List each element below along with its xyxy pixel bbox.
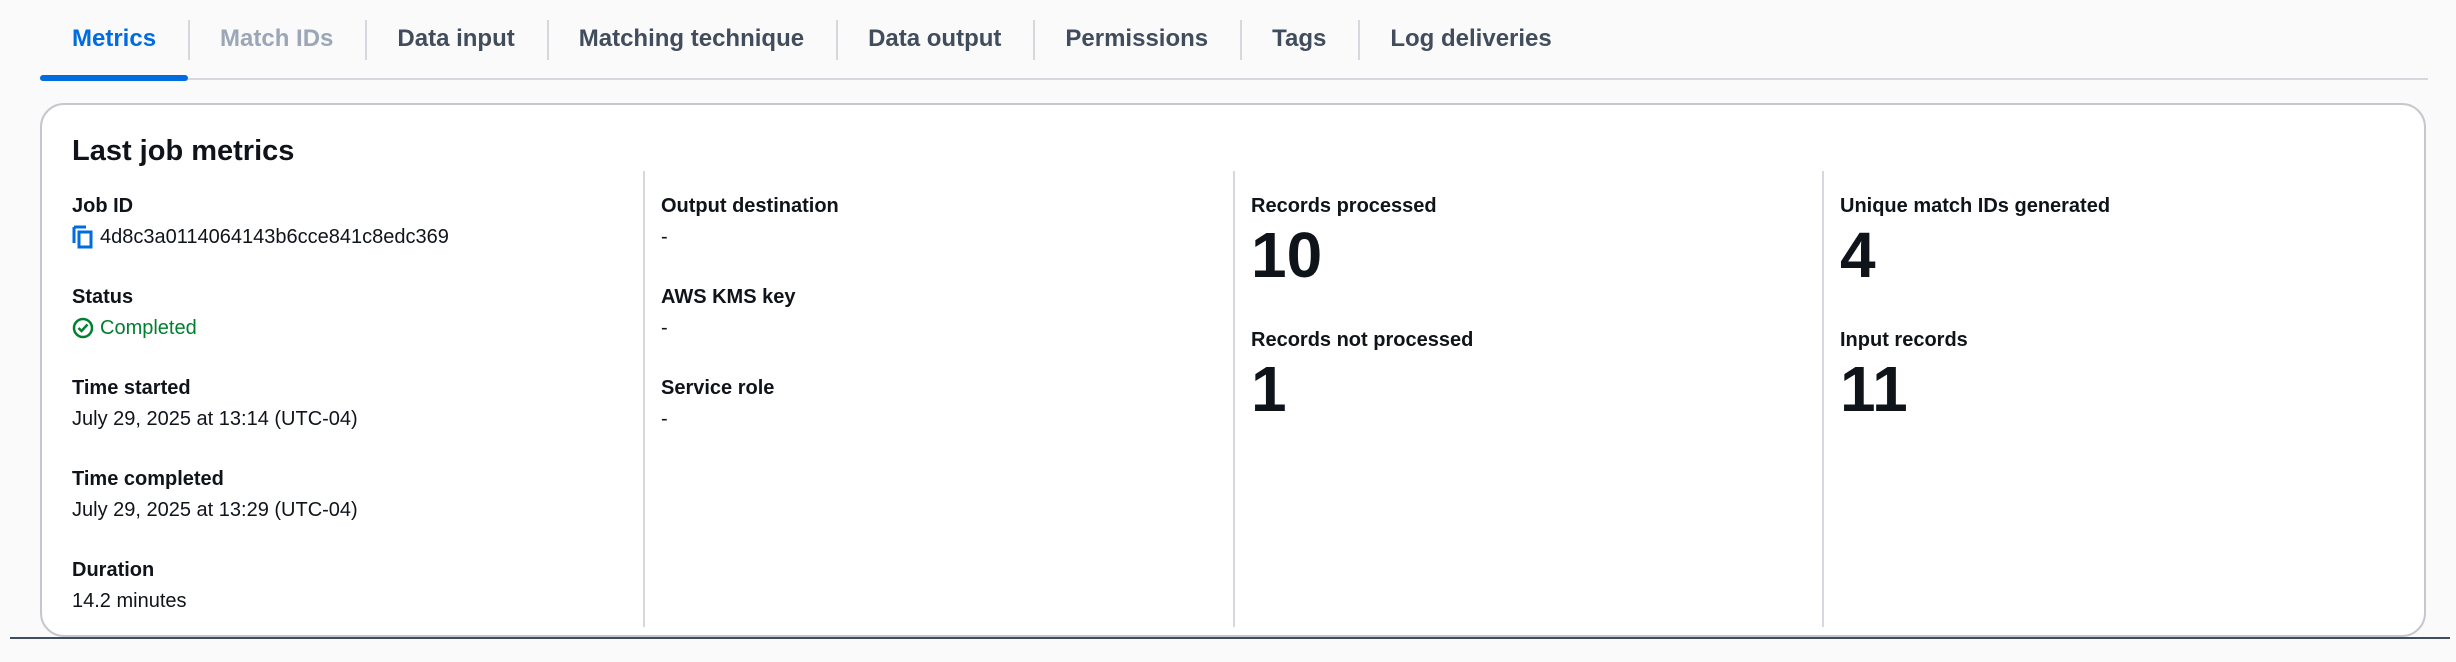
duration-label: Duration: [72, 559, 155, 581]
job-id-field: Job ID 4d8c3a0114064143b6cce841c8edc369: [72, 193, 449, 251]
status-value: Completed: [100, 317, 197, 339]
records-processed-value: 10: [1251, 219, 1323, 291]
output-destination-label: Output destination: [661, 195, 839, 217]
time-started-field: Time started July 29, 2025 at 13:14 (UTC…: [72, 375, 358, 433]
duration-field: Duration 14.2 minutes: [72, 557, 187, 615]
tab-permissions[interactable]: Permissions: [1033, 0, 1240, 78]
time-completed-label: Time completed: [72, 468, 224, 490]
kms-key-label: AWS KMS key: [661, 286, 796, 308]
copy-icon[interactable]: [72, 225, 94, 249]
time-started-label: Time started: [72, 377, 191, 399]
tab-tags[interactable]: Tags: [1240, 0, 1358, 78]
job-id-label: Job ID: [72, 195, 134, 217]
tab-bar: Metrics Match IDs Data input Matching te…: [40, 0, 2428, 81]
check-circle-icon: [72, 317, 94, 339]
output-destination-value: -: [661, 226, 668, 248]
last-job-metrics-card: Last job metrics Job ID 4d8c3a0114064143…: [40, 103, 2426, 637]
tab-match-ids: Match IDs: [188, 0, 365, 78]
column-matches: Unique match IDs generated 4 Input recor…: [1822, 171, 2394, 627]
input-records-field: Input records 11: [1840, 327, 1968, 425]
unique-match-ids-label: Unique match IDs generated: [1840, 195, 2111, 217]
tab-data-input[interactable]: Data input: [365, 0, 546, 78]
time-completed-field: Time completed July 29, 2025 at 13:29 (U…: [72, 466, 358, 524]
status-field: Status Completed: [72, 284, 197, 342]
records-not-processed-field: Records not processed 1: [1251, 327, 1473, 425]
divider: [10, 637, 2450, 639]
input-records-value: 11: [1840, 353, 1908, 425]
time-started-value: July 29, 2025 at 13:14 (UTC-04): [72, 408, 358, 430]
kms-key-field: AWS KMS key -: [661, 284, 795, 342]
records-not-processed-value: 1: [1251, 353, 1287, 425]
tab-metrics[interactable]: Metrics: [40, 0, 189, 81]
job-id-value: 4d8c3a0114064143b6cce841c8edc369: [100, 226, 449, 248]
time-completed-value: July 29, 2025 at 13:29 (UTC-04): [72, 499, 358, 521]
tab-log-deliveries[interactable]: Log deliveries: [1358, 0, 1583, 78]
tab-matching-technique[interactable]: Matching technique: [546, 0, 836, 78]
records-processed-label: Records processed: [1251, 195, 1437, 217]
tab-data-output[interactable]: Data output: [836, 0, 1033, 78]
duration-value: 14.2 minutes: [72, 590, 187, 612]
status-label: Status: [72, 286, 134, 308]
output-destination-field: Output destination -: [661, 193, 839, 251]
input-records-label: Input records: [1840, 329, 1968, 351]
kms-key-value: -: [661, 317, 668, 339]
records-not-processed-label: Records not processed: [1251, 329, 1474, 351]
service-role-field: Service role -: [661, 375, 774, 433]
unique-match-ids-value: 4: [1840, 219, 1876, 291]
column-records: Records processed 10 Records not process…: [1233, 171, 1805, 627]
card-title: Last job metrics: [72, 135, 295, 167]
records-processed-field: Records processed 10: [1251, 193, 1437, 291]
column-job: Job ID 4d8c3a0114064143b6cce841c8edc369 …: [72, 171, 642, 627]
service-role-value: -: [661, 408, 668, 430]
unique-match-ids-field: Unique match IDs generated 4: [1840, 193, 2110, 291]
column-output: Output destination - AWS KMS key - Servi…: [643, 171, 1215, 627]
service-role-label: Service role: [661, 377, 775, 399]
